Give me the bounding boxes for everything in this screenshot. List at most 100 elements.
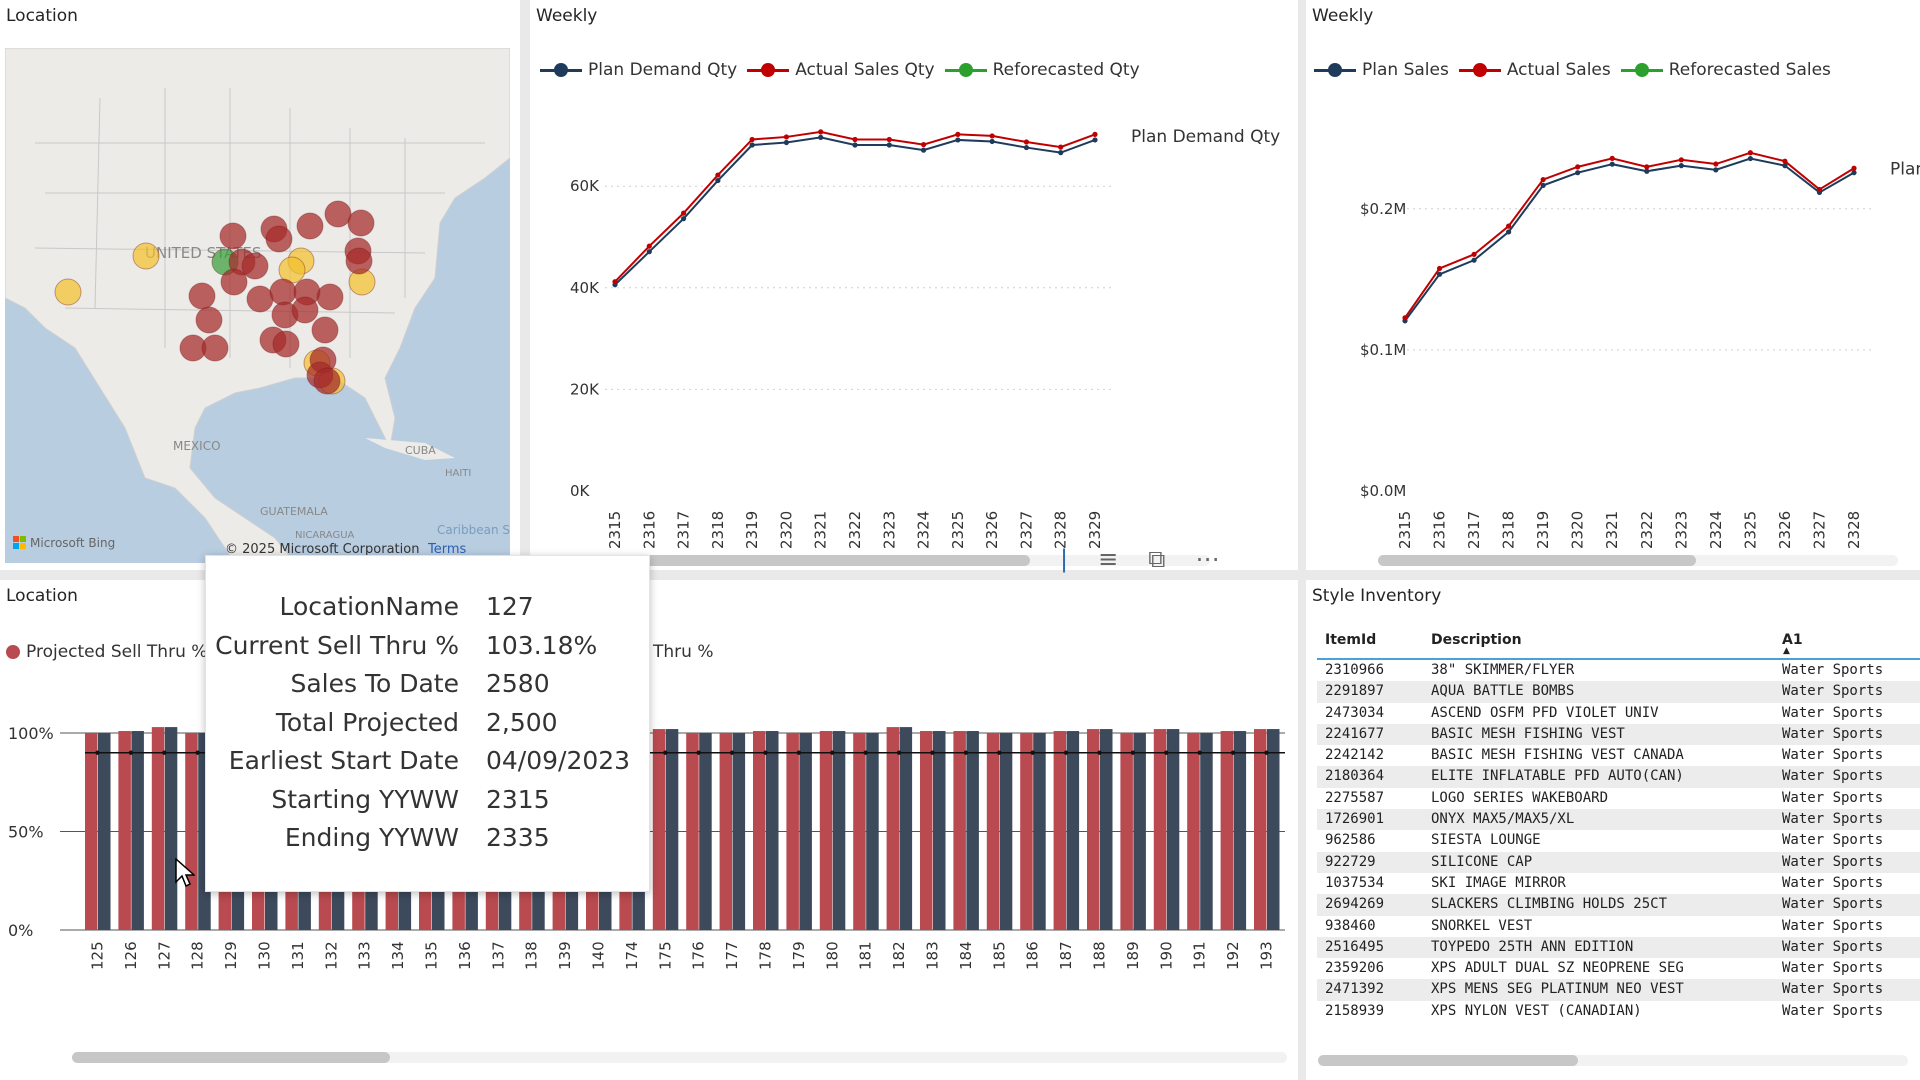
series-point[interactable] [920, 141, 927, 148]
weekly-qty-chart[interactable]: 0K 20K 40K 60K 2315 2316 2317 2318 2319 2320 2321 2… [530, 0, 1298, 560]
series-point[interactable] [1575, 164, 1581, 170]
bar-current[interactable] [732, 733, 746, 930]
bar-current[interactable] [832, 731, 846, 930]
table-row[interactable]: 2158939 XPS NYLON VEST (CANADIAN) Water Sp… [1317, 1001, 1920, 1022]
table-row[interactable]: 2359206 XPS ADULT DUAL SZ NEOPRENE SEG Wat… [1317, 958, 1920, 979]
series-point[interactable] [1092, 137, 1098, 143]
map-visual[interactable]: UNITED STATES MEXICO CUBA HAITI GUATEMAL… [5, 48, 510, 563]
map-location-point[interactable] [188, 282, 216, 310]
series-point[interactable] [1678, 157, 1684, 163]
series-line[interactable] [614, 136, 1096, 286]
focus-mode-indicator-icon[interactable]: | [1060, 545, 1069, 573]
map-location-point[interactable] [316, 283, 344, 311]
bar-projected[interactable] [1053, 731, 1067, 930]
series-point[interactable] [1023, 144, 1030, 151]
map-location-point[interactable] [291, 296, 319, 324]
bar-projected[interactable] [1220, 731, 1234, 930]
series-point[interactable] [1851, 170, 1857, 176]
map-location-point[interactable] [220, 268, 248, 296]
series-point[interactable] [955, 131, 961, 137]
series-point[interactable] [1471, 257, 1477, 263]
bar-projected[interactable] [1187, 733, 1200, 930]
map-location-point[interactable] [201, 334, 229, 362]
bar-projected[interactable] [118, 731, 131, 930]
map-location-point[interactable] [347, 209, 375, 237]
table-scrollbar[interactable] [1318, 1055, 1908, 1066]
bar-current[interactable] [1267, 729, 1280, 930]
bar-projected[interactable] [819, 731, 833, 930]
bar-current[interactable] [899, 727, 913, 930]
focus-mode-icon[interactable]: ⧉ [1148, 545, 1166, 573]
bar-chart-scrollbar[interactable] [72, 1052, 1287, 1063]
filter-icon[interactable]: ≡ [1098, 545, 1119, 573]
table-row[interactable]: 1037534 SKI IMAGE MIRROR Water Sports [1317, 873, 1920, 894]
bar-projected[interactable] [719, 733, 733, 930]
table-row[interactable]: 2473034 ASCEND OSFM PFD VIOLET UNIV Water … [1317, 703, 1920, 724]
series-point[interactable] [1436, 271, 1443, 277]
series-point[interactable] [1575, 170, 1581, 176]
legend-reforecasted-sales[interactable]: Reforecasted Sales [1620, 60, 1831, 80]
series-point[interactable] [818, 129, 824, 135]
qty-chart-scroll-thumb[interactable] [610, 555, 1030, 566]
map-location-point[interactable] [272, 330, 300, 358]
bar-projected[interactable] [652, 729, 666, 930]
bar-current[interactable] [866, 733, 879, 930]
bar-projected[interactable] [753, 731, 766, 930]
bar-current[interactable] [98, 733, 111, 930]
weekly-sales-chart[interactable]: $0.0M $0.1M $0.2M 2315 2316 2317 2318 2319 2320 2… [1306, 0, 1920, 560]
series-point[interactable] [1747, 150, 1753, 156]
map-location-point[interactable] [219, 222, 247, 250]
col-a1[interactable]: A1 [1782, 632, 1803, 648]
bar-current[interactable] [164, 727, 178, 930]
series-point[interactable] [818, 134, 824, 140]
series-point[interactable] [715, 172, 721, 178]
bar-current[interactable] [699, 733, 712, 930]
bar-current[interactable] [1233, 731, 1247, 930]
series-point[interactable] [886, 136, 892, 143]
map-location-point[interactable] [345, 247, 373, 275]
table-row[interactable]: 2241677 BASIC MESH FISHING VEST Water Spor… [1317, 723, 1920, 746]
bar-current[interactable] [933, 731, 946, 930]
bar-current[interactable] [131, 731, 144, 930]
map-location-point[interactable] [313, 367, 341, 395]
series-point[interactable] [920, 147, 927, 153]
table-row[interactable]: 2694269 SLACKERS CLIMBING HOLDS 25CT Water… [1317, 894, 1920, 916]
series-point[interactable] [989, 133, 995, 139]
bar-projected[interactable] [1120, 733, 1133, 930]
series-point[interactable] [989, 138, 995, 145]
qty-chart-scrollbar[interactable] [610, 555, 1210, 566]
bar-projected[interactable] [185, 733, 198, 930]
map-location-point[interactable] [311, 316, 339, 344]
bar-projected[interactable] [986, 733, 1000, 930]
bar-projected[interactable] [686, 733, 699, 930]
series-point[interactable] [749, 142, 755, 148]
map-terms-link[interactable]: Terms [427, 542, 467, 557]
bar-current[interactable] [1166, 729, 1180, 930]
series-point[interactable] [1747, 155, 1753, 162]
series-point[interactable] [1816, 186, 1823, 193]
legend-reforecasted-qty[interactable]: Reforecasted Qty [944, 60, 1140, 80]
map-location-point[interactable] [54, 278, 82, 306]
series-point[interactable] [1540, 182, 1546, 188]
series-point[interactable] [1644, 164, 1650, 170]
bar-projected[interactable] [886, 727, 900, 930]
series-point[interactable] [1713, 161, 1719, 167]
series-point[interactable] [1436, 265, 1443, 272]
map-location-point[interactable] [241, 252, 269, 280]
map-points[interactable] [54, 200, 376, 395]
bar-projected[interactable] [151, 727, 165, 930]
series-point[interactable] [1609, 161, 1615, 167]
map-location-point[interactable] [324, 200, 352, 228]
map-location-point[interactable] [265, 225, 293, 253]
series-point[interactable] [1644, 168, 1650, 174]
table-row[interactable]: 2275587 LOGO SERIES WAKEBOARD Water Sports [1317, 788, 1920, 809]
bar-projected[interactable] [853, 733, 866, 930]
bar-current[interactable] [1066, 731, 1080, 930]
series-point[interactable] [1678, 163, 1684, 169]
series-point[interactable] [783, 134, 790, 140]
series-point[interactable] [1023, 139, 1030, 145]
series-point[interactable] [612, 279, 618, 285]
bar-current[interactable] [1200, 733, 1213, 930]
col-description[interactable]: Description [1431, 632, 1522, 648]
series-point[interactable] [646, 243, 652, 249]
